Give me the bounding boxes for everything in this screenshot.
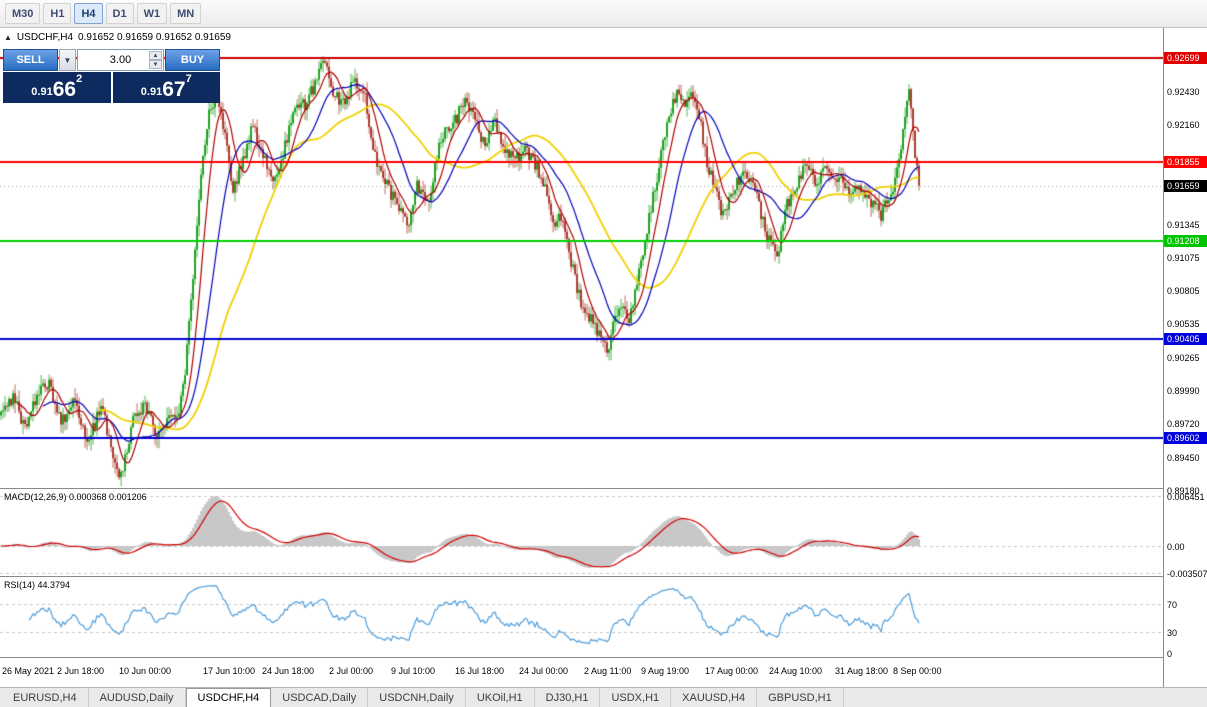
axis-tick-label: 0.00	[1167, 542, 1185, 552]
timeframe-toolbar: M30 H1 H4 D1 W1 MN	[0, 0, 1207, 28]
axis-tick-label: 0.89720	[1167, 419, 1200, 430]
sell-price-pipette: 2	[76, 73, 83, 85]
rsi-canvas[interactable]	[0, 578, 1163, 657]
timeframe-button-h4[interactable]: H4	[74, 3, 103, 24]
rsi-panel: RSI(14) 44.3794	[0, 578, 1163, 658]
chart-tab-usdcad-daily[interactable]: USDCAD,Daily	[271, 688, 369, 707]
buy-price-pipette: 7	[185, 73, 192, 85]
price-level-badge: 0.91659	[1164, 179, 1207, 192]
price-level-badge: 0.92699	[1164, 52, 1207, 65]
axis-tick-label: -0.003507	[1167, 569, 1207, 580]
chart-tab-usdx-h1[interactable]: USDX,H1	[600, 688, 672, 707]
axis-tick-label: 30	[1167, 628, 1178, 638]
chart-symbol-period: USDCHF,H4	[16, 32, 74, 43]
macd-canvas[interactable]	[0, 490, 1163, 576]
price-level-badge: 0.91208	[1164, 234, 1207, 247]
plot-column: ▲ USDCHF,H4 0.91652 0.91659 0.91652 0.91…	[0, 28, 1163, 687]
spinner-down-icon[interactable]: ▼	[149, 60, 162, 69]
time-axis-label: 2 Jun 18:00	[57, 666, 105, 676]
chart-ohlc-values: 0.91652 0.91659 0.91652 0.91659	[78, 32, 231, 43]
timeframe-button-h1[interactable]: H1	[43, 3, 72, 24]
buy-price-display[interactable]: 0.91 67 7	[112, 72, 220, 103]
sell-price-display[interactable]: 0.91 66 2	[3, 72, 111, 103]
price-chart-panel: ▲ USDCHF,H4 0.91652 0.91659 0.91652 0.91…	[0, 28, 1163, 489]
price-level-badge: 0.90405	[1164, 333, 1207, 346]
timeframe-button-d1[interactable]: D1	[105, 3, 134, 24]
axis-tick-label: 0.92430	[1167, 87, 1200, 98]
chart-tab-eurusd-h4[interactable]: EURUSD,H4	[2, 688, 89, 707]
chart-tab-dj30-h1[interactable]: DJ30,H1	[535, 688, 601, 707]
time-axis-label: 24 Aug 10:00	[769, 666, 823, 676]
axis-tick-label: 0.90805	[1167, 286, 1200, 297]
chevron-down-icon: ▼	[63, 55, 72, 65]
time-axis-label: 16 Jul 18:00	[455, 666, 505, 676]
axis-tick-label: 0.90265	[1167, 352, 1200, 363]
time-axis-label: 24 Jul 00:00	[519, 666, 569, 676]
spinner-up-icon[interactable]: ▲	[149, 51, 162, 60]
buy-price-prefix: 0.91	[140, 86, 163, 98]
axis-tick-label: 0.92160	[1167, 120, 1200, 131]
axis-tick-label: 0.91345	[1167, 220, 1200, 231]
timeframe-button-w1[interactable]: W1	[136, 3, 168, 24]
axis-tick-label: 0.006451	[1167, 492, 1205, 502]
price-level-badge: 0.91855	[1164, 155, 1207, 168]
time-axis[interactable]: 26 May 2021 2 Jun 18:00 10 Jun 00:00 17 Jun…	[0, 659, 1163, 687]
sell-price-prefix: 0.91	[31, 86, 53, 98]
chart-ohlc-header: ▲ USDCHF,H4 0.91652 0.91659 0.91652 0.91…	[4, 32, 231, 43]
timeframe-button-m30[interactable]: M30	[5, 3, 41, 24]
axis-tick-label: 70	[1167, 600, 1178, 610]
chart-tab-usdcnh-daily[interactable]: USDCNH,Daily	[368, 688, 466, 707]
timeframe-button-mn[interactable]: MN	[170, 3, 202, 24]
sell-button[interactable]: SELL	[3, 49, 58, 71]
chart-tabs-bar: EURUSD,H4 AUDUSD,Daily USDCHF,H4 USDCAD,Dai…	[0, 687, 1207, 707]
axis-tick-label: 0.89990	[1167, 386, 1200, 397]
one-click-trading-panel: SELL ▼ 3.00 ▲ ▼ BUY	[3, 49, 220, 103]
time-axis-label: 31 Aug 18:00	[835, 666, 889, 676]
axis-tick-label: 0	[1167, 649, 1173, 659]
axis-tick-label: 0.91075	[1167, 253, 1200, 264]
time-axis-label: 2 Aug 11:00	[584, 666, 632, 676]
buy-price-main: 67	[162, 78, 186, 101]
buy-button[interactable]: BUY	[165, 49, 220, 71]
price-axis[interactable]: 0.92430 0.92160 0.91345 0.91075 0.90805 0.905…	[1163, 28, 1207, 687]
price-chart-canvas[interactable]	[0, 28, 1163, 488]
time-axis-label: 17 Jun 10:00	[203, 666, 256, 676]
axis-tick-label: 0.90535	[1167, 319, 1200, 330]
volume-value: 3.00	[109, 54, 132, 66]
sell-price-main: 66	[52, 78, 77, 101]
volume-field[interactable]: 3.00 ▲ ▼	[77, 49, 164, 71]
time-axis-label: 9 Jul 10:00	[391, 666, 436, 676]
chart-tab-gbpusd-h1[interactable]: GBPUSD,H1	[757, 688, 844, 707]
chart-tab-xauusd-h4[interactable]: XAUUSD,H4	[671, 688, 758, 707]
rsi-label: RSI(14) 44.3794	[4, 580, 71, 590]
volume-spinner[interactable]: ▲ ▼	[149, 51, 162, 69]
axis-tick-label: 0.89450	[1167, 452, 1200, 463]
chart-tab-audusd-daily[interactable]: AUDUSD,Daily	[89, 688, 186, 707]
macd-label: MACD(12,26,9) 0.000368 0.001206	[4, 492, 147, 502]
macd-panel: MACD(12,26,9) 0.000368 0.001206	[0, 490, 1163, 577]
time-axis-label: 9 Aug 19:00	[641, 666, 690, 676]
time-axis-label: 24 Jun 18:00	[262, 666, 315, 676]
time-axis-label: 26 May 2021	[2, 666, 55, 676]
chart-tab-usdchf-h4[interactable]: USDCHF,H4	[185, 688, 272, 707]
time-axis-label: 2 Jul 00:00	[329, 666, 374, 676]
chart-tab-ukoil-h1[interactable]: UKOil,H1	[466, 688, 535, 707]
volume-dropdown-button[interactable]: ▼	[59, 49, 76, 71]
axis-tick-label: 0.89180	[1167, 485, 1200, 496]
collapse-arrow-icon[interactable]: ▲	[4, 33, 12, 42]
time-axis-label: 8 Sep 00:00	[893, 666, 942, 676]
time-axis-label: 10 Jun 00:00	[119, 666, 172, 676]
time-axis-label: 17 Aug 00:00	[705, 666, 759, 676]
chart-workspace: ▲ USDCHF,H4 0.91652 0.91659 0.91652 0.91…	[0, 28, 1207, 687]
price-level-badge: 0.89602	[1164, 431, 1207, 444]
